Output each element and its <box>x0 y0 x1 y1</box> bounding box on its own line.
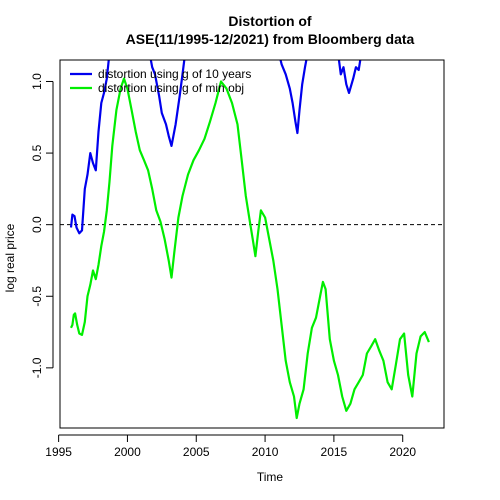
y-tick-label: 0.0 <box>30 216 44 233</box>
series-line-2 <box>70 77 430 420</box>
y-tick-label: 1.0 <box>30 73 44 90</box>
series-layer <box>69 60 430 420</box>
series-line-1 <box>69 60 362 235</box>
legend: distortion using g of 10 yearsdistortion… <box>70 67 251 95</box>
legend-label: distortion using g of 10 years <box>98 67 251 81</box>
chart-title-line-1: Distortion of <box>228 13 312 29</box>
x-tick-label: 2000 <box>114 445 141 459</box>
x-tick-label: 2015 <box>321 445 348 459</box>
x-axis: 1995 2000 2005 2010 2015 2020 <box>45 434 416 459</box>
y-tick-label: -0.5 <box>30 286 44 307</box>
x-tick-label: 2010 <box>252 445 279 459</box>
y-tick-label: -1.0 <box>30 357 44 378</box>
plot-frame <box>59 59 445 429</box>
y-axis: -1.0 -0.5 0.0 0.5 1.0 <box>30 73 54 378</box>
x-tick-label: 2020 <box>389 445 416 459</box>
x-axis-label: Time <box>257 470 284 484</box>
y-axis-label: log real price <box>3 223 17 292</box>
x-tick-label: 2005 <box>183 445 210 459</box>
y-tick-label: 0.5 <box>30 144 44 161</box>
legend-label: distortion using g of min obj <box>98 81 244 95</box>
chart-title-line-2: ASE(11/1995-12/2021) from Bloomberg data <box>126 31 415 47</box>
x-tick-label: 1995 <box>45 445 72 459</box>
